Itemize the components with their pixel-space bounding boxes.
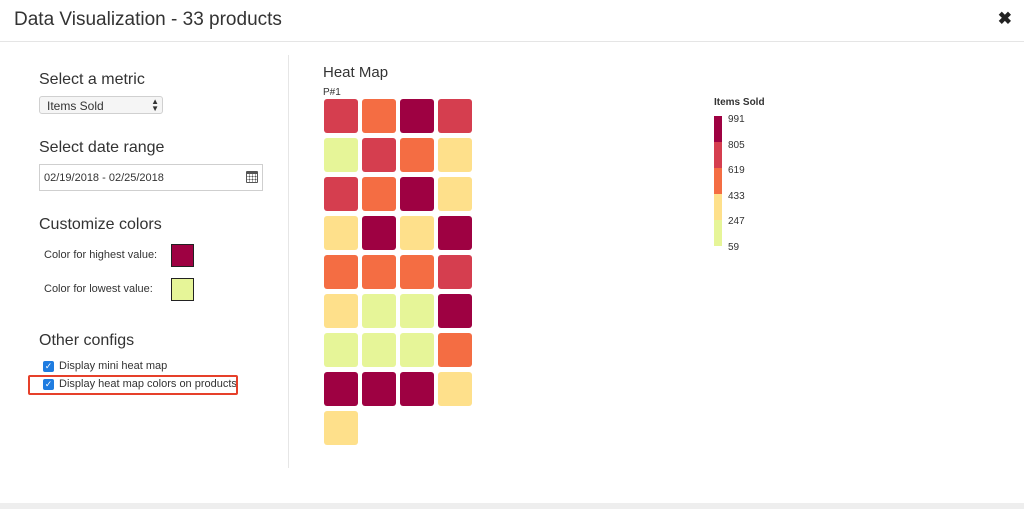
legend-color-segment xyxy=(714,220,722,246)
legend-tick-label: 991 xyxy=(728,114,745,125)
metric-select-value: Items Sold xyxy=(47,99,104,113)
modal-title: Data Visualization - 33 products xyxy=(14,9,282,30)
product-colors-checkbox[interactable]: ✓ xyxy=(43,378,54,390)
heat-map-tile[interactable] xyxy=(362,372,396,406)
heat-map-tile[interactable] xyxy=(400,138,434,172)
heat-map-tile[interactable] xyxy=(438,138,472,172)
highest-color-swatch[interactable] xyxy=(171,244,194,267)
footer-strip xyxy=(0,503,1024,509)
heat-map-tile[interactable] xyxy=(324,99,358,133)
heat-map-tile[interactable] xyxy=(324,294,358,328)
heat-map-tile[interactable] xyxy=(400,372,434,406)
heat-map-tile[interactable] xyxy=(362,138,396,172)
mini-heat-map-option[interactable]: ✓ Display mini heat map xyxy=(43,360,167,372)
modal-header: Data Visualization - 33 products ✖ xyxy=(0,0,1024,42)
lowest-color-label: Color for lowest value: xyxy=(44,283,153,295)
heat-map-tile[interactable] xyxy=(438,255,472,289)
heat-map-tile[interactable] xyxy=(362,294,396,328)
legend-tick-label: 433 xyxy=(728,190,745,202)
heat-map-tile[interactable] xyxy=(362,333,396,367)
heat-map-tile[interactable] xyxy=(438,333,472,367)
close-button[interactable]: ✖ xyxy=(998,10,1012,28)
calendar-icon[interactable] xyxy=(246,171,258,183)
heat-map-tile[interactable] xyxy=(400,333,434,367)
heat-map-tile[interactable] xyxy=(400,255,434,289)
legend-tick-label: 805 xyxy=(728,139,745,151)
heat-map-tile[interactable] xyxy=(362,99,396,133)
date-range-heading: Select date range xyxy=(39,139,165,156)
check-icon: ✓ xyxy=(44,378,53,389)
heat-map-tile[interactable] xyxy=(362,177,396,211)
heat-map-tile[interactable] xyxy=(324,138,358,172)
other-configs-heading: Other configs xyxy=(39,332,135,349)
heat-map-tile[interactable] xyxy=(324,372,358,406)
legend-color-segment xyxy=(714,168,722,194)
legend-color-segment xyxy=(714,142,722,168)
heat-map-tile[interactable] xyxy=(400,294,434,328)
heat-map-tile[interactable] xyxy=(438,99,472,133)
date-range-input[interactable]: 02/19/2018 - 02/25/2018 xyxy=(39,164,263,191)
panel-divider xyxy=(288,55,289,468)
heat-map-tile[interactable] xyxy=(400,99,434,133)
metric-select[interactable]: Items Sold ▲ ▼ xyxy=(39,96,163,114)
mini-heat-map-checkbox[interactable]: ✓ xyxy=(43,360,54,372)
product-colors-label: Display heat map colors on products xyxy=(59,378,237,390)
heat-map-title: Heat Map xyxy=(323,64,389,81)
heat-map-tile[interactable] xyxy=(400,216,434,250)
date-range-value: 02/19/2018 - 02/25/2018 xyxy=(44,172,164,184)
heat-map-subtitle: P#1 xyxy=(323,87,341,98)
heat-map-tile[interactable] xyxy=(438,216,472,250)
metric-heading: Select a metric xyxy=(39,71,145,88)
heat-map-tile[interactable] xyxy=(324,333,358,367)
product-colors-option[interactable]: ✓ Display heat map colors on products xyxy=(43,378,237,390)
legend-tick-label: 247 xyxy=(728,216,745,228)
highest-color-label: Color for highest value: xyxy=(44,249,158,261)
close-icon: ✖ xyxy=(997,9,1012,28)
heat-map-tile[interactable] xyxy=(362,216,396,250)
mini-heat-map-label: Display mini heat map xyxy=(59,360,168,372)
lowest-color-swatch[interactable] xyxy=(171,278,194,301)
heat-map-tile[interactable] xyxy=(324,255,358,289)
legend-color-segment xyxy=(714,194,722,220)
heat-map-tile[interactable] xyxy=(324,177,358,211)
heat-map-tile[interactable] xyxy=(362,255,396,289)
heat-map-tile[interactable] xyxy=(438,294,472,328)
highlight-annotation xyxy=(28,375,238,395)
check-icon: ✓ xyxy=(44,360,53,371)
heat-map-tile[interactable] xyxy=(324,411,358,445)
customize-colors-heading: Customize colors xyxy=(39,216,162,233)
legend-title: Items Sold xyxy=(714,97,765,108)
heat-map-tile[interactable] xyxy=(324,216,358,250)
heat-map-tile[interactable] xyxy=(438,177,472,211)
legend-color-segment xyxy=(714,116,722,142)
heat-map-tile[interactable] xyxy=(438,372,472,406)
heat-map-tile[interactable] xyxy=(400,177,434,211)
legend-tick-label: 59 xyxy=(728,242,740,253)
legend-tick-label: 619 xyxy=(728,165,745,177)
chevron-up-down-icon: ▲ ▼ xyxy=(151,97,159,113)
